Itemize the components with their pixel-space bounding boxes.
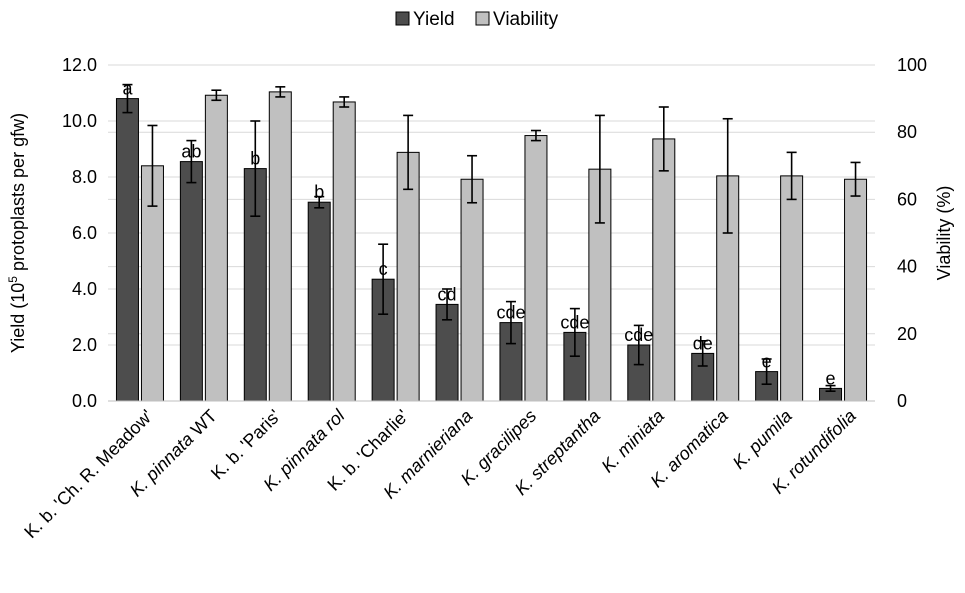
bars [116, 92, 866, 401]
legend: Yield Viability [396, 9, 559, 30]
bar-viability [781, 176, 803, 401]
legend-swatch-yield [396, 12, 409, 25]
right-y-axis-title: Viability (%) [934, 186, 954, 281]
left-y-tick-label: 6.0 [72, 223, 97, 243]
left-y-tick-label: 10.0 [62, 111, 97, 131]
x-tick-label: K. pumila [729, 406, 796, 473]
left-y-ticks: 0.0 2.0 4.0 6.0 8.0 10.0 12.0 [62, 55, 97, 411]
right-y-tick-label: 20 [897, 324, 917, 344]
significance-label: c [379, 259, 388, 279]
bar-viability [205, 95, 227, 401]
significance-label: cde [496, 303, 525, 323]
significance-label: b [250, 149, 260, 169]
left-y-tick-label: 4.0 [72, 279, 97, 299]
significance-label: cde [560, 312, 589, 332]
bar-yield [308, 202, 330, 401]
significance-label: e [762, 352, 772, 372]
left-y-tick-label: 12.0 [62, 55, 97, 75]
bar-yield [180, 162, 202, 401]
significance-label: e [826, 368, 836, 388]
x-tick-labels: K. b. 'Ch. R. Meadow'K. pinnata WTK. b. … [20, 405, 860, 542]
left-y-tick-label: 8.0 [72, 167, 97, 187]
significance-label: a [122, 79, 133, 99]
x-tick-label: K. b. 'Ch. R. Meadow' [20, 406, 156, 542]
right-y-ticks: 0 20 40 60 80 100 [897, 55, 927, 411]
significance-label: cde [624, 325, 653, 345]
bar-viability [845, 179, 867, 401]
left-y-axis-title: Yield (105 protoplasts per gfw) [6, 113, 28, 353]
left-y-tick-label: 2.0 [72, 335, 97, 355]
bar-viability [269, 92, 291, 401]
right-y-tick-label: 0 [897, 391, 907, 411]
bar-viability [461, 179, 483, 401]
bar-viability [525, 136, 547, 401]
bar-yield [116, 99, 138, 401]
left-y-tick-label: 0.0 [72, 391, 97, 411]
significance-label: ab [181, 142, 201, 162]
significance-label: de [693, 333, 713, 353]
legend-label-viability: Viability [493, 9, 559, 30]
right-y-tick-label: 100 [897, 55, 927, 75]
bar-viability [653, 139, 675, 401]
significance-label: b [314, 182, 324, 202]
bar-viability [333, 102, 355, 401]
right-y-tick-label: 60 [897, 189, 917, 209]
right-y-tick-label: 80 [897, 122, 917, 142]
significance-label: cd [438, 284, 457, 304]
legend-swatch-viability [476, 12, 489, 25]
right-y-tick-label: 40 [897, 257, 917, 277]
legend-label-yield: Yield [413, 9, 455, 30]
